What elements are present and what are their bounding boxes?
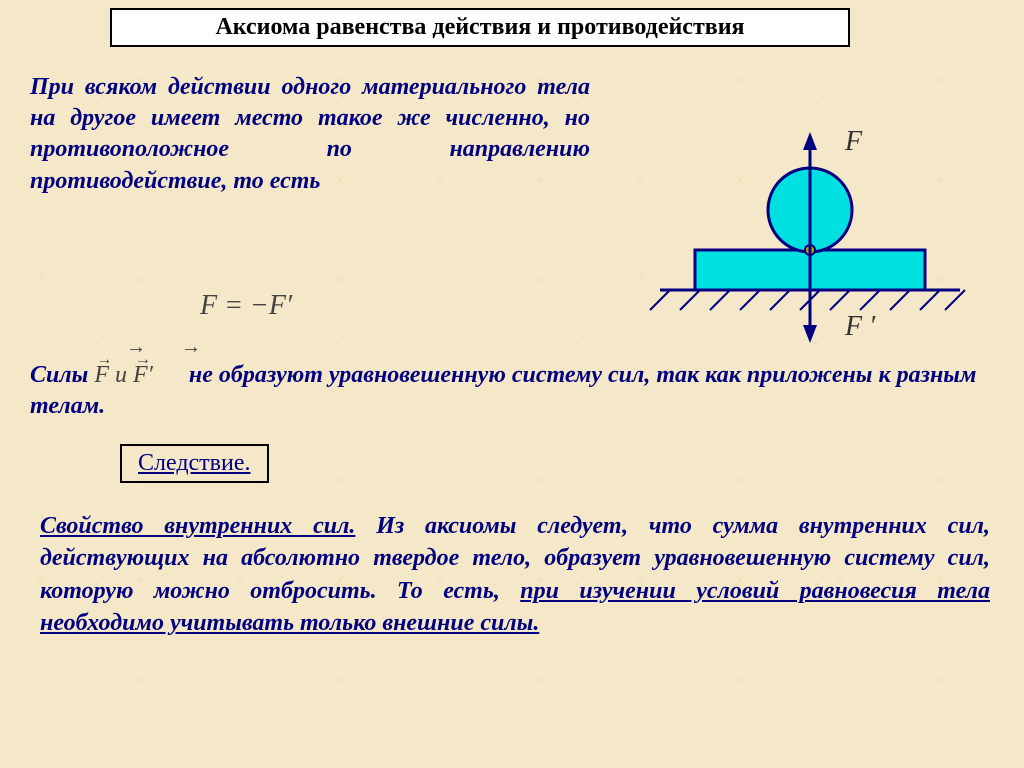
para3-lead: Свойство внутренних сил.	[40, 513, 355, 539]
hatching	[650, 290, 965, 310]
para2-rest: не образуют уравновешенную систему сил, …	[30, 362, 976, 419]
label-F: F	[844, 126, 863, 157]
consequence-box: Следствие.	[120, 444, 269, 483]
paragraph-3: Свойство внутренних сил. Из аксиомы след…	[40, 510, 990, 640]
title-text: Аксиома равенства действия и противодейс…	[215, 14, 744, 40]
force-Fp-arrowhead	[803, 325, 817, 343]
force-diagram: F F ′	[640, 110, 980, 350]
label-Fprime: F ′	[844, 311, 876, 342]
formula: F = −F′	[200, 290, 292, 322]
formula-text: F = −F′	[200, 290, 292, 321]
paragraph-2: Силы → F и → F′ не образуют уравновешенн…	[30, 360, 990, 422]
symbol-Fprime: → F′	[133, 362, 159, 388]
title-box: Аксиома равенства действия и противодейс…	[110, 8, 850, 47]
consequence-text: Следствие.	[138, 450, 251, 476]
paragraph-1: При всяком действии одного материального…	[30, 72, 590, 197]
symbol-F: → F	[94, 362, 115, 388]
and-text: и	[115, 362, 133, 388]
para2-prefix: Силы	[30, 362, 94, 388]
force-F-arrowhead	[803, 132, 817, 150]
